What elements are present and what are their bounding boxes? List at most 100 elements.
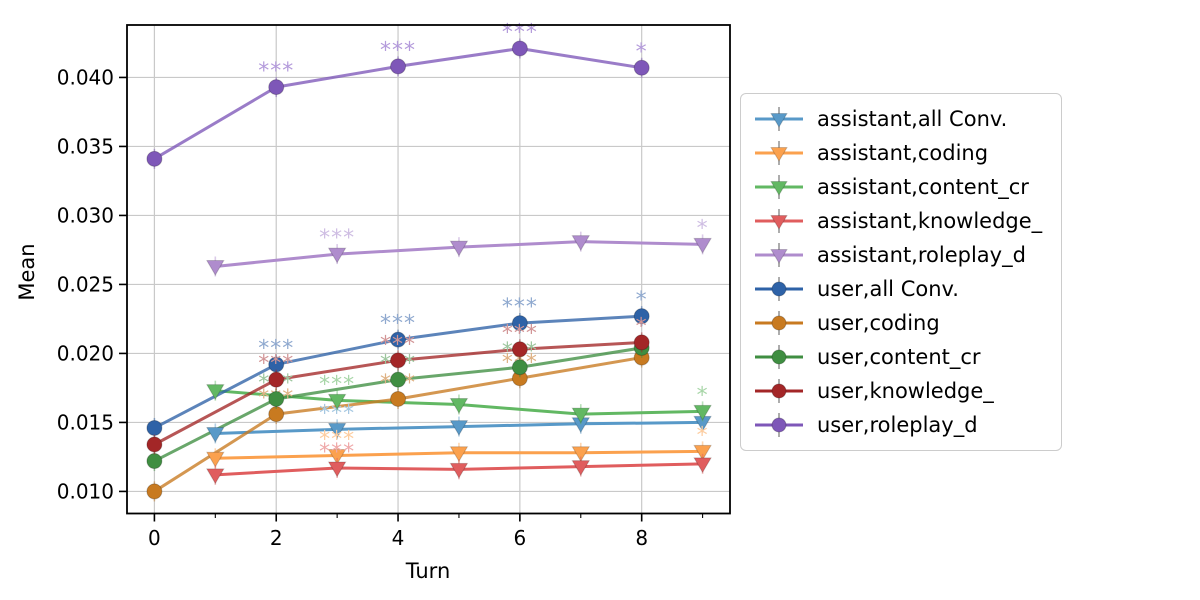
x-tick-label: 2 — [270, 526, 283, 550]
marker-triangle-down — [327, 461, 347, 478]
marker-triangle-down — [327, 422, 347, 439]
marker-circle — [146, 453, 163, 470]
marker-circle — [146, 150, 163, 167]
legend-label: assistant,coding — [817, 141, 989, 165]
y-tick-label: 0.040 — [57, 65, 114, 89]
y-tick-label: 0.015 — [57, 410, 114, 434]
significance-annotation: * — [697, 383, 709, 408]
marker-triangle-down — [449, 446, 469, 463]
y-tick-label: 0.020 — [57, 341, 114, 365]
y-tick-label: 0.030 — [57, 203, 114, 227]
marker-triangle-down — [205, 468, 225, 485]
legend-swatch — [755, 209, 803, 233]
marker-triangle-down — [205, 384, 225, 401]
marker-triangle-down — [571, 446, 591, 463]
legend-swatch — [755, 175, 803, 199]
marker-triangle-down — [571, 235, 591, 252]
legend-marker-triangle-down — [770, 215, 788, 230]
legend-label: assistant,all Conv. — [817, 107, 1008, 131]
x-tick-label: 0 — [148, 526, 161, 550]
legend-marker-triangle-down — [770, 147, 788, 162]
series-markers user,knowledge_ — [146, 332, 650, 455]
significance-annotation: *** — [319, 372, 355, 397]
x-tick-label: 6 — [513, 526, 526, 550]
marker-triangle-down — [205, 426, 225, 443]
legend-label: user,roleplay_d — [817, 413, 978, 437]
series-markers assistant,roleplay_d — [205, 231, 712, 277]
legend-label: user,knowledge_ — [817, 379, 994, 403]
legend-item user,roleplay_d: user,roleplay_d — [753, 408, 1049, 442]
y-tick-label: 0.010 — [57, 479, 114, 503]
significance-annotation: *** — [258, 59, 294, 84]
legend-item assistant,coding: assistant,coding — [753, 136, 1049, 170]
marker-circle — [146, 436, 163, 453]
significance-annotation: *** — [258, 352, 294, 377]
marker-circle — [268, 390, 285, 407]
marker-triangle-down — [571, 460, 591, 477]
marker-triangle-down — [693, 457, 712, 474]
y-axis-title: Mean — [15, 243, 39, 300]
marker-triangle-down — [693, 404, 712, 421]
legend-marker-circle — [771, 315, 787, 331]
significance-annotation: *** — [502, 321, 538, 346]
legend-item assistant,knowledge_: assistant,knowledge_ — [753, 204, 1049, 238]
significance-annotation: *** — [258, 336, 294, 361]
marker-triangle-down — [449, 462, 469, 479]
marker-circle — [390, 58, 407, 75]
legend-marker-triangle-down — [770, 181, 788, 196]
significance-annotation: *** — [380, 38, 416, 63]
axes: 0 2 4 6 8 0.010 0.015 0.020 0.025 0.030 0.035 0.040 — [57, 24, 731, 550]
legend-item user,knowledge_: user,knowledge_ — [753, 374, 1049, 408]
legend-label: assistant,roleplay_d — [817, 243, 1026, 267]
significance-annotation: *** — [319, 428, 355, 453]
series-markers assistant,coding — [205, 441, 712, 469]
marker-triangle-down — [327, 247, 347, 264]
legend-label: assistant,knowledge_ — [817, 209, 1043, 233]
marker-circle — [633, 334, 650, 351]
legend-item assistant,all Conv.: assistant,all Conv. — [753, 102, 1049, 136]
legend: assistant,all Conv. assistant,coding assis… — [740, 93, 1062, 451]
x-tick-label: 4 — [392, 526, 405, 550]
legend-swatch — [755, 311, 803, 335]
legend-marker-circle — [771, 349, 787, 365]
legend-marker-triangle-down — [770, 113, 788, 128]
legend-item user,coding: user,coding — [753, 306, 1049, 340]
marker-circle — [146, 419, 163, 436]
legend-label: user,coding — [817, 311, 940, 335]
marker-circle — [390, 371, 407, 388]
legend-swatch — [755, 243, 803, 267]
significance-annotation: *** — [319, 440, 355, 465]
marker-circle — [511, 341, 528, 358]
legend-swatch — [755, 141, 803, 165]
legend-label: assistant,content_cr — [817, 175, 1029, 199]
series-layer: ****** **** ******* ********** ******* *** ***… — [146, 20, 712, 502]
series-markers assistant,all Conv. — [205, 412, 712, 444]
legend-item user,all Conv.: user,all Conv. — [753, 272, 1049, 306]
marker-triangle-down — [449, 420, 469, 437]
legend-label: user,all Conv. — [817, 277, 959, 301]
y-tick-label: 0.035 — [57, 134, 114, 158]
legend-marker-circle — [771, 281, 787, 297]
marker-circle — [511, 40, 528, 57]
significance-annotation: *** — [380, 312, 416, 337]
marker-circle — [633, 308, 650, 325]
marker-triangle-down — [205, 259, 225, 276]
legend-marker-circle — [771, 417, 787, 433]
significance-annotation: *** — [502, 295, 538, 320]
marker-circle — [146, 483, 163, 500]
series-markers user,all Conv. — [146, 306, 650, 438]
marker-circle — [268, 371, 285, 388]
legend-marker-triangle-down — [770, 249, 788, 264]
legend-item assistant,roleplay_d: assistant,roleplay_d — [753, 238, 1049, 272]
significance-annotation: *** — [380, 332, 416, 357]
legend-swatch — [755, 107, 803, 131]
legend-item assistant,content_cr: assistant,content_cr — [753, 170, 1049, 204]
legend-label: user,content_cr — [817, 345, 981, 369]
significance-annotation: * — [636, 314, 648, 339]
legend-swatch — [755, 379, 803, 403]
legend-swatch — [755, 413, 803, 437]
x-axis-title: Turn — [405, 559, 451, 583]
marker-triangle-down — [327, 449, 347, 466]
